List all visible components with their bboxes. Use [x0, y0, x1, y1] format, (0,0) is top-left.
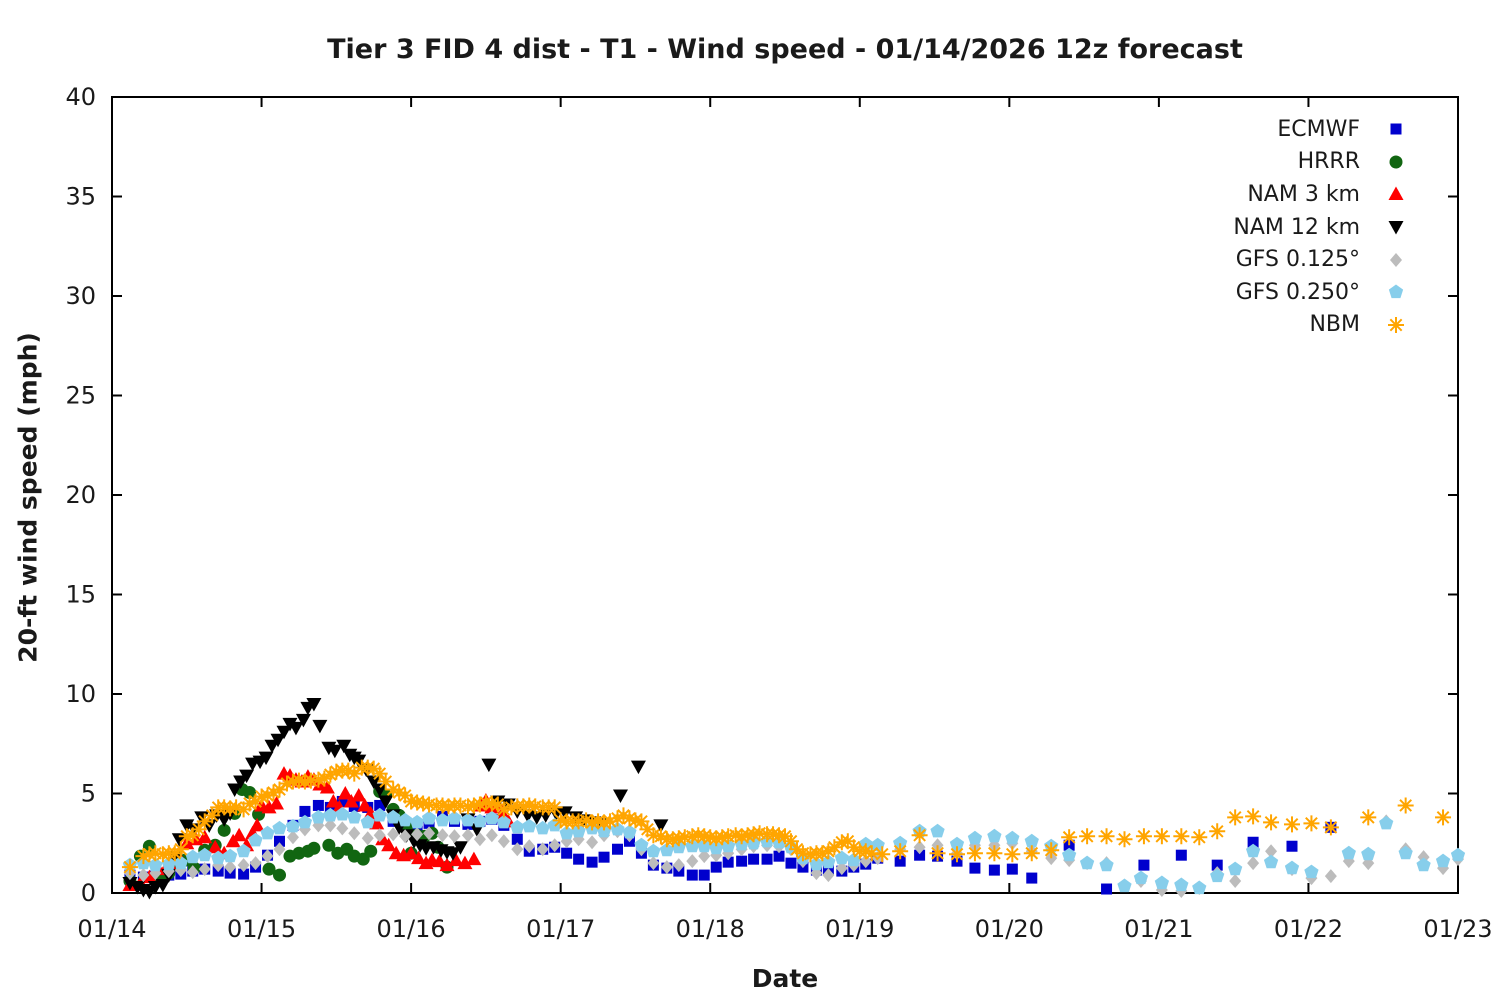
- legend-label: GFS 0.250°: [1235, 279, 1360, 305]
- legend-item-nam-12-km: NAM 12 km: [1233, 211, 1410, 244]
- svg-text:01/18: 01/18: [676, 915, 745, 943]
- legend-item-hrrr: HRRR: [1233, 146, 1410, 179]
- svg-text:01/15: 01/15: [227, 915, 296, 943]
- svg-text:01/22: 01/22: [1274, 915, 1343, 943]
- svg-text:01/16: 01/16: [377, 915, 446, 943]
- legend-label: NBM: [1309, 312, 1360, 338]
- series-gfs-0-250: [122, 806, 1466, 895]
- svg-text:25: 25: [65, 382, 96, 410]
- nam-3-km-marker-icon: [1388, 186, 1404, 201]
- chart-title: Tier 3 FID 4 dist - T1 - Wind speed - 01…: [327, 34, 1243, 65]
- legend-item-nam-3-km: NAM 3 km: [1233, 178, 1410, 211]
- nam-12-km-marker-icon: [1388, 221, 1404, 235]
- legend-label: GFS 0.125°: [1235, 247, 1360, 273]
- legend-item-ecmwf: ECMWF: [1233, 113, 1410, 146]
- svg-text:0: 0: [81, 879, 96, 907]
- svg-text:30: 30: [65, 282, 96, 310]
- y-tick-labels: 0 5 10 15 20 25 30 35 40: [65, 83, 96, 907]
- hrrr-marker-icon: [1389, 155, 1403, 169]
- gfs-0-250-marker-icon: [1388, 284, 1404, 299]
- axis-ticks: [111, 96, 1459, 894]
- svg-text:35: 35: [65, 183, 96, 211]
- series-nbm: [121, 759, 1452, 876]
- nbm-marker-icon: [1388, 316, 1404, 333]
- svg-text:01/17: 01/17: [526, 915, 595, 943]
- legend: ECMWF HRRR NAM 3 km NAM 12 km GFS 0.125° GFS …: [1233, 113, 1410, 341]
- ecmwf-marker-icon: [1390, 123, 1402, 135]
- svg-text:15: 15: [65, 581, 96, 609]
- series-gfs-0-125: [123, 814, 1464, 899]
- x-tick-labels: 01/14 01/15 01/16 01/17 01/18 01/19 01/20 01/21…: [77, 915, 1492, 943]
- svg-text:01/23: 01/23: [1423, 915, 1492, 943]
- legend-label: NAM 12 km: [1233, 214, 1360, 240]
- svg-text:10: 10: [65, 680, 96, 708]
- svg-text:01/19: 01/19: [825, 915, 894, 943]
- legend-item-gfs-0-125: GFS 0.125°: [1233, 243, 1410, 276]
- svg-text:20: 20: [65, 481, 96, 509]
- legend-item-nbm: NBM: [1233, 309, 1410, 342]
- svg-text:01/14: 01/14: [77, 915, 146, 943]
- legend-label: NAM 3 km: [1247, 181, 1360, 207]
- svg-text:5: 5: [81, 780, 96, 808]
- svg-text:40: 40: [65, 83, 96, 111]
- legend-label: ECMWF: [1277, 116, 1360, 142]
- svg-text:01/21: 01/21: [1124, 915, 1193, 943]
- legend-item-gfs-0-250: GFS 0.250°: [1233, 276, 1410, 309]
- svg-text:01/20: 01/20: [975, 915, 1044, 943]
- gfs-0-125-marker-icon: [1390, 252, 1402, 267]
- legend-label: HRRR: [1297, 149, 1360, 175]
- x-axis-title: Date: [751, 964, 819, 993]
